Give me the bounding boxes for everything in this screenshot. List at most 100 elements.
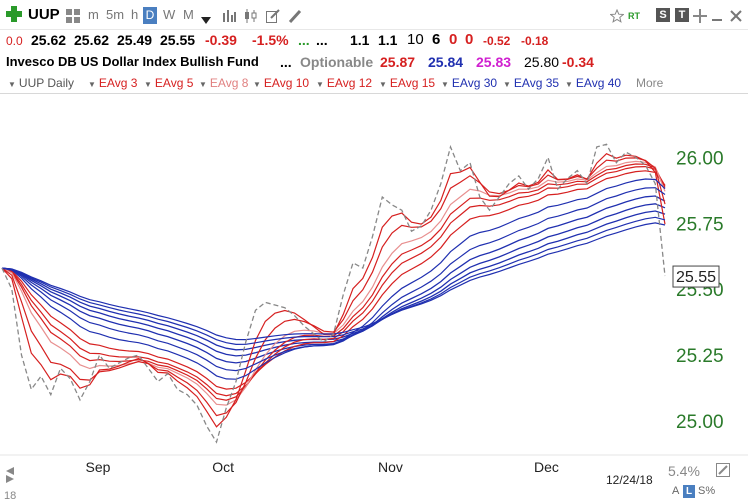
ma-line-eavg-8 (1, 160, 666, 406)
study-label: EAvg 30 (451, 76, 498, 90)
a-badge[interactable]: A (672, 485, 680, 497)
name-val-e: -0.34 (562, 54, 594, 70)
last-price-marker: 25.55 (672, 265, 720, 288)
moving-average-lines (1, 152, 666, 428)
quote-v1: 1.1 (350, 32, 370, 48)
quote-n4: 0 (465, 31, 474, 48)
study-eavg-8[interactable]: ▼ EAvg 8 (199, 76, 248, 90)
study-arrow-icon: ▼ (88, 80, 96, 89)
favorite-star-icon[interactable] (609, 8, 625, 23)
study-arrow-icon: ▼ (253, 80, 261, 89)
quote-n2: 6 (432, 31, 441, 48)
edit-icon[interactable] (266, 8, 280, 23)
minimize-icon[interactable] (711, 8, 723, 22)
interval-m[interactable]: m (88, 7, 99, 22)
optionable-label: Optionable (300, 54, 374, 70)
interval-h[interactable]: h (131, 7, 139, 22)
y-tick-label: 26.00 (676, 148, 724, 169)
last-price-label: 25.55 (676, 269, 716, 286)
quote-change: -0.39 (205, 32, 237, 48)
move-icon[interactable] (693, 8, 707, 23)
study-label: EAvg 10 (263, 76, 310, 90)
study-label: UUP Daily (18, 76, 75, 90)
name-val-c: 25.83 (476, 54, 512, 70)
study-arrow-icon: ▼ (503, 80, 511, 89)
grid-icon[interactable] (66, 8, 80, 23)
ma-line-eavg-12 (1, 165, 666, 397)
zoom-pct[interactable]: 5.4% (668, 463, 700, 479)
add-symbol-icon[interactable] (6, 6, 22, 22)
quote-flag: 0.0 (6, 34, 23, 48)
s-badge[interactable]: S (656, 8, 670, 22)
fund-name: Invesco DB US Dollar Index Bullish Fund (6, 54, 259, 69)
study-arrow-icon: ▼ (379, 80, 387, 89)
close-icon[interactable] (729, 8, 743, 22)
study-label: EAvg 40 (575, 76, 622, 90)
study-arrow-icon: ▼ (144, 80, 152, 89)
quote-change-pct: -1.5% (252, 32, 289, 48)
scroll-icon[interactable] (6, 467, 14, 483)
rt-label: RT (628, 11, 640, 21)
x-tick-label: Oct (212, 459, 234, 475)
x-tick-label: Sep (86, 459, 111, 475)
study-eavg-40[interactable]: ▼ EAvg 40 (565, 76, 621, 90)
study-eavg-10[interactable]: ▼ EAvg 10 (253, 76, 309, 90)
bottom-left-label: 18 (4, 490, 16, 502)
name-val-b: 25.84 (428, 54, 464, 70)
candle-chart-icon[interactable] (244, 8, 258, 23)
study-eavg-15[interactable]: ▼ EAvg 15 (379, 76, 435, 90)
s-pct-badge[interactable]: S% (698, 485, 716, 497)
x-tick-label: Nov (378, 459, 403, 475)
study-label: EAvg 5 (154, 76, 194, 90)
quote-dots-1: ... (298, 32, 310, 48)
t-badge[interactable]: T (675, 8, 689, 22)
y-tick-label: 25.25 (676, 346, 724, 367)
ma-line-eavg-40 (1, 210, 666, 351)
bar-chart-icon[interactable] (222, 8, 236, 22)
study-label: EAvg 3 (98, 76, 138, 90)
study-arrow-icon: ▼ (565, 80, 573, 89)
y-tick-label: 25.75 (676, 214, 724, 235)
study-eavg-30[interactable]: ▼ EAvg 30 (441, 76, 497, 90)
close-price-line (1, 143, 666, 444)
draw-tool-icon[interactable] (288, 8, 302, 24)
ma-line-ribbon (1, 216, 666, 346)
ma-line-ribbon (1, 222, 666, 341)
ma-line-ribbon (1, 178, 666, 380)
interval-w[interactable]: W (163, 7, 176, 22)
ma-line-eavg-15 (1, 170, 666, 390)
more-studies-button[interactable]: More (636, 76, 664, 90)
ma-line-eavg-30 (1, 195, 666, 364)
study-uup-daily[interactable]: ▼ UUP Daily (8, 76, 74, 90)
l-badge[interactable]: L (683, 485, 695, 498)
study-legend: ▼ UUP Daily ▼ EAvg 3 ▼ EAvg 5 ▼ EAvg 8 ▼ EAvg… (0, 74, 748, 94)
interval-d[interactable]: D (143, 7, 157, 24)
toolbar: UUP m 5m h D W M RT S T (0, 0, 748, 30)
interval-dropdown-icon[interactable] (201, 10, 211, 24)
interval-5m[interactable]: 5m (106, 7, 125, 22)
quote-low: 25.49 (117, 32, 153, 48)
quote-v4: -0.18 (521, 34, 549, 48)
pencil-icon[interactable] (716, 463, 730, 477)
study-arrow-icon: ▼ (441, 80, 449, 89)
quote-close: 25.55 (160, 32, 196, 48)
study-eavg-12[interactable]: ▼ EAvg 12 (316, 76, 372, 90)
study-eavg-35[interactable]: ▼ EAvg 35 (503, 76, 559, 90)
study-eavg-5[interactable]: ▼ EAvg 5 (144, 76, 193, 90)
study-label: EAvg 15 (389, 76, 436, 90)
quote-open: 25.62 (31, 32, 67, 48)
quote-v2: 1.1 (378, 32, 398, 48)
interval-m-monthly[interactable]: M (183, 7, 194, 22)
study-label: EAvg 8 (209, 76, 249, 90)
x-tick-label: Dec (534, 459, 559, 475)
ma-line-eavg-10 (1, 163, 666, 401)
rt-link-icon[interactable]: RT (628, 6, 640, 26)
name-row: Invesco DB US Dollar Index Bullish Fund … (0, 52, 748, 74)
symbol-label[interactable]: UUP (28, 6, 60, 23)
quote-v3: -0.52 (483, 34, 511, 48)
quote-row: 0.0 25.62 25.62 25.49 25.55 -0.39 -1.5% … (0, 30, 748, 52)
study-eavg-3[interactable]: ▼ EAvg 3 (88, 76, 137, 90)
date-label: 12/24/18 (606, 473, 653, 487)
study-arrow-icon: ▼ (316, 80, 324, 89)
